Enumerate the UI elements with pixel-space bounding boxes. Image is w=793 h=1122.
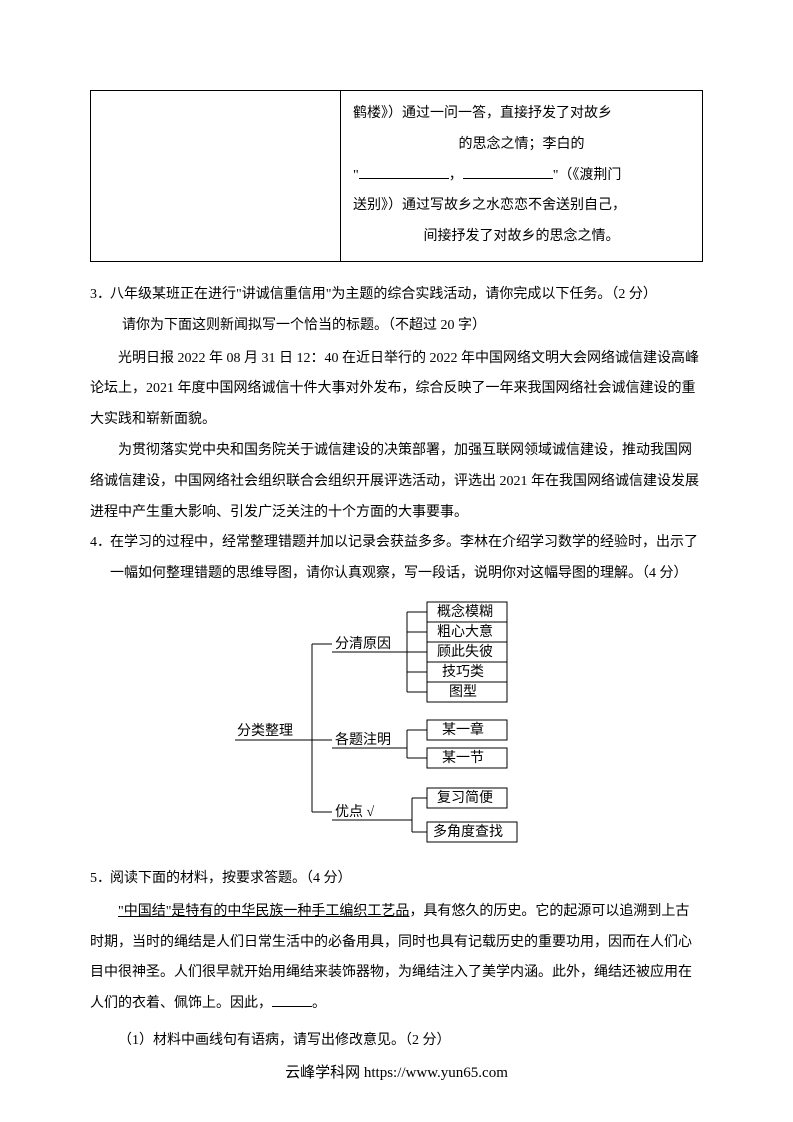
quote-close: "（《渡荆门 [553,168,622,183]
yellow-crane-tower-table: 鹤楼》）通过一问一答，直接抒发了对故乡 的思念之情；李白的 "，"（《渡荆门 送… [90,90,703,262]
q5-para1: "中国结"是特有的中华民族一种手工编织工艺品，具有悠久的历史。它的起源可以追溯到… [90,897,703,1020]
root-label: 分类整理 [237,723,293,739]
comma-sep: ， [449,168,463,183]
b2-item-1: 某一节 [442,750,484,766]
branch-3-label: 优点 √ [335,804,374,820]
branch-2-label: 各题注明 [335,732,391,748]
q5-blank [272,993,312,1007]
blank-2 [463,165,553,179]
b3-item-1: 多角度查找 [433,823,503,840]
branch-1-label: 分清原因 [335,636,391,652]
question-3: 3． 八年级某班正在进行"讲诚信重信用"为主题的综合实践活动，请你完成以下任务。… [90,280,703,342]
page-footer: 云峰学科网 https://www.yun65.com [0,1061,793,1082]
table-line-1: 鹤楼》）通过一问一答，直接抒发了对故乡 [353,99,690,130]
q3-para1: 光明日报 2022 年 08 月 31 日 12：40 在近日举行的 2022 … [90,344,703,436]
b1-item-1: 粗心大意 [437,623,493,640]
mind-map-diagram: 分类整理 分清原因 概念模糊 粗心大意 顾此失彼 技巧类 [90,600,703,850]
q5-underlined: "中国结"是特有的中华民族一种手工编织工艺品 [118,904,409,919]
q4-number: 4． [90,528,110,590]
q5-head: 阅读下面的材料，按要求答题。（4 分） [110,864,703,895]
q3-sub: 请你为下面这则新闻拟写一个恰当的标题。（不超过 20 字） [90,311,703,342]
question-4: 4． 在学习的过程中，经常整理错题并加以记录会获益多多。李林在介绍学习数学的经验… [90,528,703,590]
q4-head: 在学习的过程中，经常整理错题并加以记录会获益多多。李林在介绍学习数学的经验时，出… [110,528,703,590]
q5-para-rest: ，具有悠久的历史。它的起源可以追溯到上古时期，当时的绳结是人们日常生活中的必备用… [90,904,692,1011]
table-left-cell [91,91,341,261]
q5-sub: （1）材料中画线句有语病，请写出修改意见。（2 分） [90,1026,703,1057]
b2-item-0: 某一章 [442,721,484,738]
b1-item-4: 图型 [449,684,477,700]
question-5: 5． 阅读下面的材料，按要求答题。（4 分） [90,864,703,895]
q5-para-end: 。 [312,996,326,1011]
table-line-3: "，"（《渡荆门 [353,161,690,192]
table-line-5: 间接抒发了对故乡的思念之情。 [353,222,690,253]
q3-number: 3． [90,280,110,311]
q3-head: 八年级某班正在进行"讲诚信重信用"为主题的综合实践活动，请你完成以下任务。（2 … [110,280,703,311]
blank-1 [359,165,449,179]
b1-item-0: 概念模糊 [437,603,493,620]
table-line-4: 送别》）通过写故乡之水恋恋不舍送别自己， [353,191,690,222]
b1-item-3: 技巧类 [442,664,484,680]
table-line-2: 的思念之情；李白的 [353,130,690,161]
mind-map-svg: 分类整理 分清原因 概念模糊 粗心大意 顾此失彼 技巧类 [227,600,567,850]
table-right-cell: 鹤楼》）通过一问一答，直接抒发了对故乡 的思念之情；李白的 "，"（《渡荆门 送… [341,91,702,261]
q5-number: 5． [90,864,110,895]
b3-item-0: 复习简便 [437,789,493,806]
b1-item-2: 顾此失彼 [437,644,493,660]
q3-para2: 为贯彻落实党中央和国务院关于诚信建设的决策部署，加强互联网领域诚信建设，推动我国… [90,436,703,528]
